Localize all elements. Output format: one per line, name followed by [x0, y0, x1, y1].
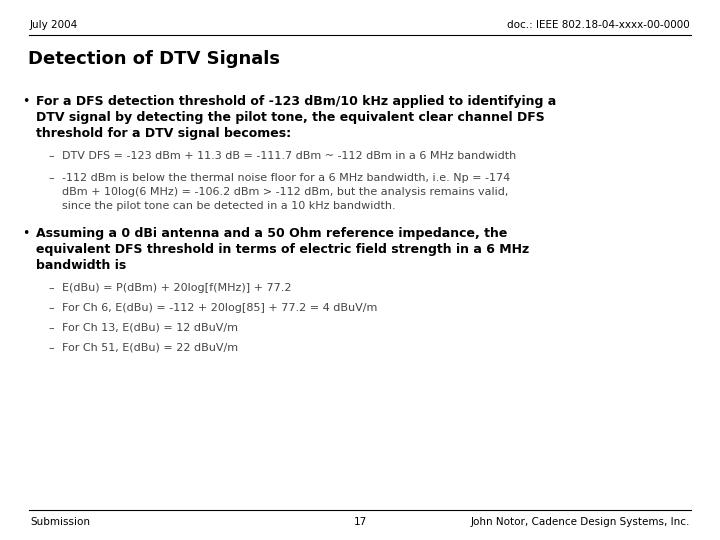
- Text: –: –: [48, 343, 53, 353]
- Text: –: –: [48, 283, 53, 293]
- Text: since the pilot tone can be detected in a 10 kHz bandwidth.: since the pilot tone can be detected in …: [62, 201, 395, 211]
- Text: doc.: IEEE 802.18-04-xxxx-00-0000: doc.: IEEE 802.18-04-xxxx-00-0000: [508, 20, 690, 30]
- Text: DTV DFS = -123 dBm + 11.3 dB = -111.7 dBm ~ -112 dBm in a 6 MHz bandwidth: DTV DFS = -123 dBm + 11.3 dB = -111.7 dB…: [62, 151, 516, 161]
- Text: •: •: [22, 95, 30, 108]
- Text: DTV signal by detecting the pilot tone, the equivalent clear channel DFS: DTV signal by detecting the pilot tone, …: [36, 111, 545, 124]
- Text: dBm + 10log(6 MHz) = -106.2 dBm > -112 dBm, but the analysis remains valid,: dBm + 10log(6 MHz) = -106.2 dBm > -112 d…: [62, 187, 508, 197]
- Text: July 2004: July 2004: [30, 20, 78, 30]
- Text: For Ch 51, E(dBu) = 22 dBuV/m: For Ch 51, E(dBu) = 22 dBuV/m: [62, 343, 238, 353]
- Text: 17: 17: [354, 517, 366, 527]
- Text: For Ch 6, E(dBu) = -112 + 20log[85] + 77.2 = 4 dBuV/m: For Ch 6, E(dBu) = -112 + 20log[85] + 77…: [62, 303, 377, 313]
- Text: For a DFS detection threshold of -123 dBm/10 kHz applied to identifying a: For a DFS detection threshold of -123 dB…: [36, 95, 557, 108]
- Text: –: –: [48, 323, 53, 333]
- Text: Submission: Submission: [30, 517, 90, 527]
- Text: For Ch 13, E(dBu) = 12 dBuV/m: For Ch 13, E(dBu) = 12 dBuV/m: [62, 323, 238, 333]
- Text: -112 dBm is below the thermal noise floor for a 6 MHz bandwidth, i.e. Np = -174: -112 dBm is below the thermal noise floo…: [62, 173, 510, 183]
- Text: –: –: [48, 151, 53, 161]
- Text: –: –: [48, 173, 53, 183]
- Text: bandwidth is: bandwidth is: [36, 259, 126, 272]
- Text: •: •: [22, 227, 30, 240]
- Text: threshold for a DTV signal becomes:: threshold for a DTV signal becomes:: [36, 127, 291, 140]
- Text: E(dBu) = P(dBm) + 20log[f(MHz)] + 77.2: E(dBu) = P(dBm) + 20log[f(MHz)] + 77.2: [62, 283, 292, 293]
- Text: Assuming a 0 dBi antenna and a 50 Ohm reference impedance, the: Assuming a 0 dBi antenna and a 50 Ohm re…: [36, 227, 508, 240]
- Text: John Notor, Cadence Design Systems, Inc.: John Notor, Cadence Design Systems, Inc.: [471, 517, 690, 527]
- Text: –: –: [48, 303, 53, 313]
- Text: Detection of DTV Signals: Detection of DTV Signals: [28, 50, 280, 68]
- Text: equivalent DFS threshold in terms of electric field strength in a 6 MHz: equivalent DFS threshold in terms of ele…: [36, 243, 529, 256]
